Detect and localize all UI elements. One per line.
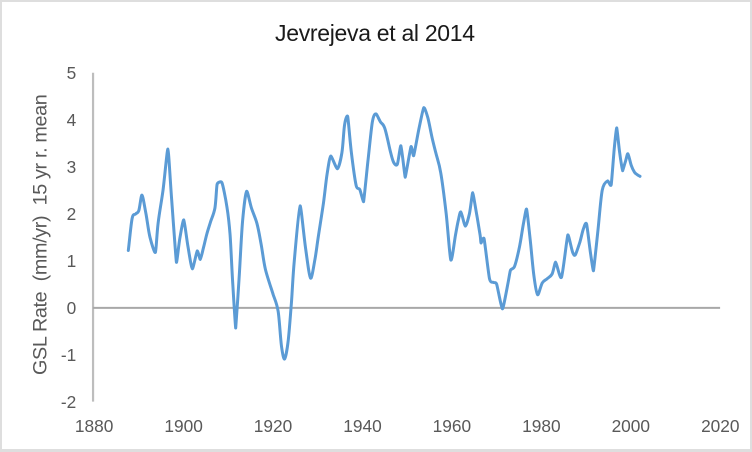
svg-text:-2: -2 xyxy=(61,392,76,412)
svg-text:GSL Rate (mm/yr) 15 yr r. me: GSL Rate (mm/yr) 15 yr r. mean xyxy=(30,95,52,375)
svg-text:1880: 1880 xyxy=(75,416,113,436)
svg-text:1960: 1960 xyxy=(433,416,471,436)
svg-text:2020: 2020 xyxy=(701,416,739,436)
svg-text:2000: 2000 xyxy=(612,416,650,436)
svg-text:1: 1 xyxy=(67,251,77,271)
svg-text:5: 5 xyxy=(67,63,77,83)
svg-text:Jevrejeva et al 2014: Jevrejeva et al 2014 xyxy=(275,20,475,46)
svg-text:1920: 1920 xyxy=(254,416,292,436)
svg-text:1940: 1940 xyxy=(343,416,381,436)
svg-text:0: 0 xyxy=(67,298,77,318)
svg-text:1980: 1980 xyxy=(522,416,560,436)
svg-text:3: 3 xyxy=(67,157,77,177)
svg-text:-1: -1 xyxy=(61,345,76,365)
svg-text:1900: 1900 xyxy=(164,416,202,436)
svg-text:4: 4 xyxy=(67,110,77,130)
svg-text:2: 2 xyxy=(67,204,77,224)
